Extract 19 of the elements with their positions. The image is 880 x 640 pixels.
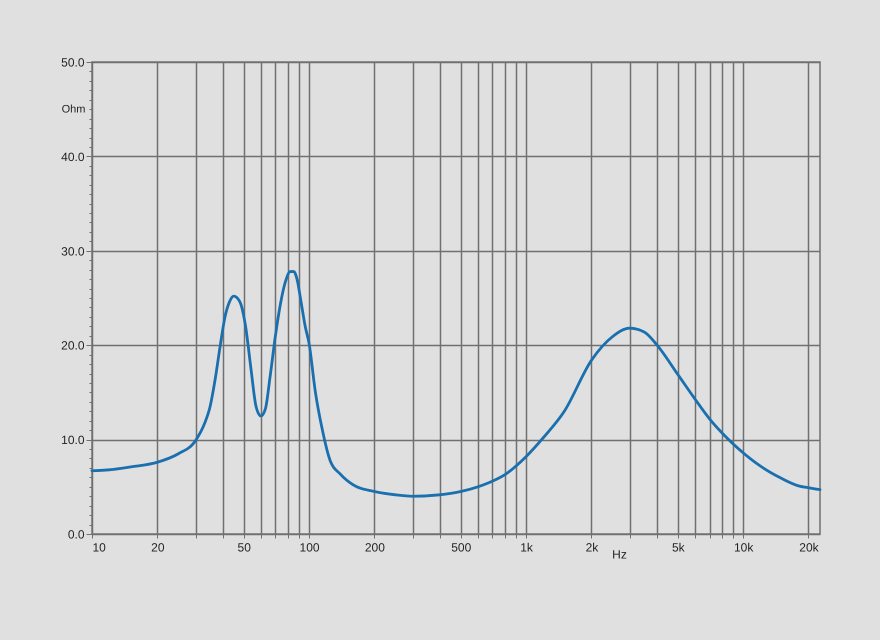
x-tick-label: 10	[92, 540, 106, 554]
y-axis-title: Ohm	[62, 104, 86, 116]
x-tick-label: 20k	[799, 540, 820, 554]
y-tick-label: 50.0	[61, 56, 85, 70]
y-tick-label: 0.0	[68, 528, 85, 542]
x-tick-label: 5k	[672, 540, 686, 554]
y-tick-label: 40.0	[61, 150, 85, 164]
y-tick-label: 10.0	[61, 433, 85, 448]
x-tick-label: 10k	[734, 540, 754, 554]
y-tick-label: 20.0	[61, 338, 85, 353]
x-tick-label: 100	[300, 540, 320, 554]
y-tick-label: 30.0	[61, 244, 85, 258]
x-tick-label: 500	[451, 540, 472, 554]
x-axis-title: Hz	[612, 548, 627, 562]
x-tick-label: 200	[364, 540, 386, 554]
x-tick-label: 1k	[520, 540, 534, 554]
x-tick-label: 2k	[586, 540, 600, 554]
x-tick-label: 50	[238, 540, 252, 554]
x-tick-label: 20	[151, 540, 165, 554]
